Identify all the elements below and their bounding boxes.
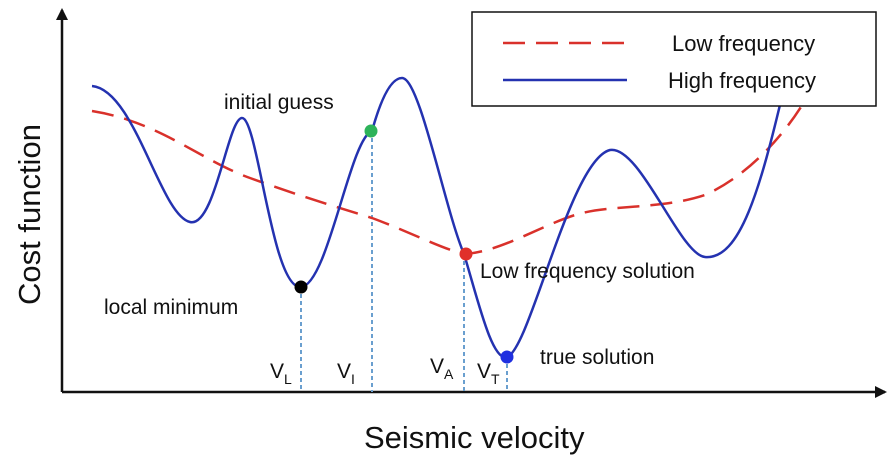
velocity-marker-vl: VL xyxy=(270,360,292,387)
velocity-marker-vt: VT xyxy=(477,360,500,387)
low-frequency-solution-point xyxy=(459,247,473,261)
legend-box xyxy=(471,11,877,107)
initial-guess-label: initial guess xyxy=(224,91,334,114)
legend-high-frequency-label: High frequency xyxy=(668,68,816,93)
legend: Low frequency High frequency xyxy=(471,11,877,107)
legend-low-frequency-label: Low frequency xyxy=(672,31,815,56)
local-minimum-label: local minimum xyxy=(104,296,238,319)
true-solution-label: true solution xyxy=(540,346,654,369)
local-minimum-point xyxy=(294,280,308,294)
velocity-marker-va: VA xyxy=(430,355,454,382)
high-frequency-curve xyxy=(91,76,786,359)
y-axis-label: Cost function xyxy=(12,124,47,305)
x-axis-label: Seismic velocity xyxy=(364,420,585,455)
low-frequency-solution-label: Low frequency solution xyxy=(480,260,695,283)
true-solution-point xyxy=(500,350,514,364)
velocity-marker-vi: VI xyxy=(337,360,355,387)
low-frequency-curve xyxy=(91,87,814,256)
initial-guess-point xyxy=(364,124,378,138)
